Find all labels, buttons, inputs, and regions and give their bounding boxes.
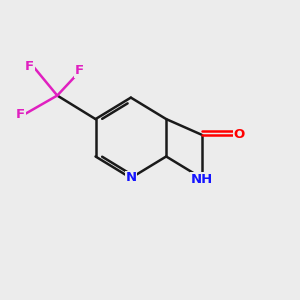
Text: N: N: [125, 172, 136, 184]
Text: F: F: [25, 61, 34, 74]
Text: O: O: [234, 128, 245, 141]
Text: NH: NH: [190, 173, 213, 186]
Text: F: F: [16, 108, 25, 121]
Text: F: F: [75, 64, 84, 77]
